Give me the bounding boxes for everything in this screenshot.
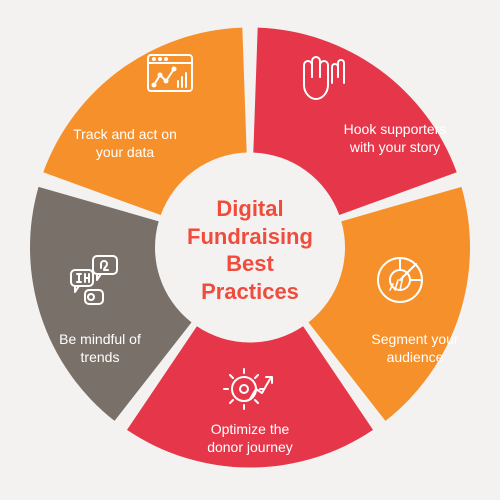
segment-hook xyxy=(253,28,456,215)
segment-track xyxy=(43,28,246,215)
center-title: DigitalFundraisingBestPractices xyxy=(160,195,340,305)
